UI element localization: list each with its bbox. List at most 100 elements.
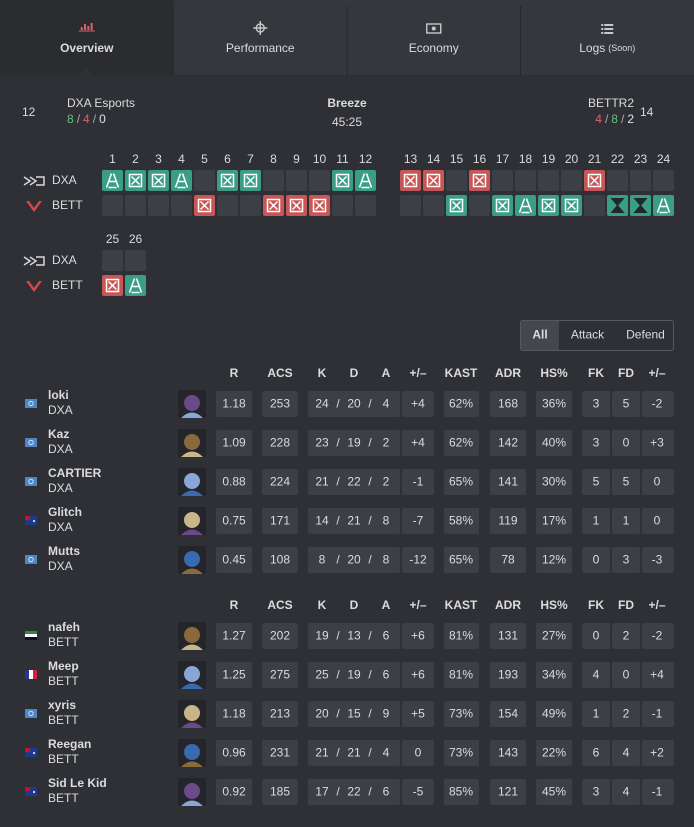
round-number: 15 (450, 152, 464, 166)
round-cell (332, 170, 353, 191)
tab-bg (173, 0, 347, 75)
player-name[interactable]: Glitch (48, 505, 82, 519)
agent-avatar (178, 778, 206, 806)
round-cell (423, 195, 444, 216)
record-value: 2 (627, 112, 634, 126)
round-cell (309, 170, 330, 191)
player-name[interactable]: nafeh (48, 620, 80, 634)
team-name: BETTR2 (588, 96, 634, 110)
round-icon (564, 198, 579, 213)
stat-box (262, 740, 298, 766)
round-cell-bg (607, 170, 628, 191)
player-team: DXA (48, 442, 73, 456)
stat-box (642, 508, 674, 534)
filter-group (520, 320, 674, 351)
team-name: DXA Esports (67, 96, 135, 110)
round-icon (610, 198, 625, 213)
player-name[interactable]: Reegan (48, 737, 91, 751)
player-name[interactable]: xyris (48, 698, 76, 712)
kda-separator: / (368, 475, 372, 489)
player-team: BETT (48, 674, 79, 688)
round-cell-bg (653, 170, 674, 191)
agent-avatar (178, 390, 206, 418)
player-name[interactable]: Meep (48, 659, 79, 673)
round-icon (199, 200, 210, 211)
stat-value: 85% (449, 785, 473, 799)
stat-value: 8 (319, 553, 326, 567)
player-name[interactable]: CARTIER (48, 466, 102, 480)
tab[interactable]: Overview (0, 0, 174, 75)
round-icon (337, 175, 348, 186)
column-header: KAST (445, 598, 478, 612)
flag-star (33, 752, 35, 754)
round-cell (240, 195, 261, 216)
stat-value: +2 (650, 746, 664, 760)
stat-box (308, 547, 400, 573)
tab[interactable]: Performance (173, 0, 348, 75)
stat-value: 20 (347, 553, 361, 567)
tab-icon (90, 23, 93, 30)
filter-button[interactable]: All (521, 321, 559, 350)
round-icon (449, 198, 464, 213)
round-cell-bg (217, 195, 238, 216)
round-cell (653, 195, 674, 216)
stat-box (308, 701, 400, 727)
record-separator: / (621, 112, 625, 126)
stat-value: 15 (347, 707, 361, 721)
avatar-body (181, 412, 203, 418)
stat-box (642, 430, 674, 456)
stat-value: 4 (623, 746, 630, 760)
round-cell (446, 170, 467, 191)
stat-value: 141 (498, 475, 518, 489)
player-name[interactable]: Kaz (48, 427, 69, 441)
stat-box (612, 623, 640, 649)
stat-box (402, 469, 434, 495)
stat-box (444, 547, 479, 573)
round-cell (194, 170, 215, 191)
flag-bg (25, 709, 37, 718)
flag (25, 555, 37, 564)
player-name[interactable]: Sid Le Kid (48, 776, 107, 790)
stat-box (490, 701, 526, 727)
stat-value: 142 (498, 436, 518, 450)
stat-box (536, 623, 572, 649)
round-number: 1 (109, 152, 116, 166)
flag-bg (29, 670, 33, 679)
avatar-body (181, 683, 203, 689)
filter-button[interactable]: Attack (571, 328, 605, 342)
flag-star (33, 520, 35, 522)
flag-star (33, 791, 35, 793)
flag-emblem (28, 400, 34, 407)
stat-box (402, 701, 434, 727)
stat-box (612, 547, 640, 573)
agent-avatar (178, 429, 206, 457)
column-header: R (230, 598, 239, 612)
round-number: 21 (588, 152, 602, 166)
round-cell (515, 195, 536, 216)
round-cell (148, 195, 169, 216)
player-name[interactable]: loki (48, 388, 69, 402)
filter-label: Defend (626, 328, 665, 342)
column-header: +/– (648, 366, 665, 380)
stat-box (536, 547, 572, 573)
tab[interactable]: Economy (346, 0, 521, 75)
round-cell (561, 170, 582, 191)
stat-box (582, 701, 610, 727)
team-logo (23, 176, 45, 186)
round-number: 13 (404, 152, 418, 166)
player-name[interactable]: Mutts (48, 544, 80, 558)
column-header: +/– (409, 366, 426, 380)
round-cell (263, 170, 284, 191)
tab[interactable]: Logs (Soon) (520, 0, 694, 75)
stat-box (612, 391, 640, 417)
stat-value: 131 (498, 629, 518, 643)
team-short: BETT (52, 278, 83, 292)
filter-button[interactable]: Defend (626, 328, 665, 342)
round-cell-bg (538, 170, 559, 191)
stat-box (216, 740, 252, 766)
stat-value: 5 (593, 475, 600, 489)
round-number: 23 (634, 152, 648, 166)
stat-box (262, 469, 298, 495)
tab-label: Logs (Soon) (579, 41, 635, 55)
round-cell-bg (148, 195, 169, 216)
